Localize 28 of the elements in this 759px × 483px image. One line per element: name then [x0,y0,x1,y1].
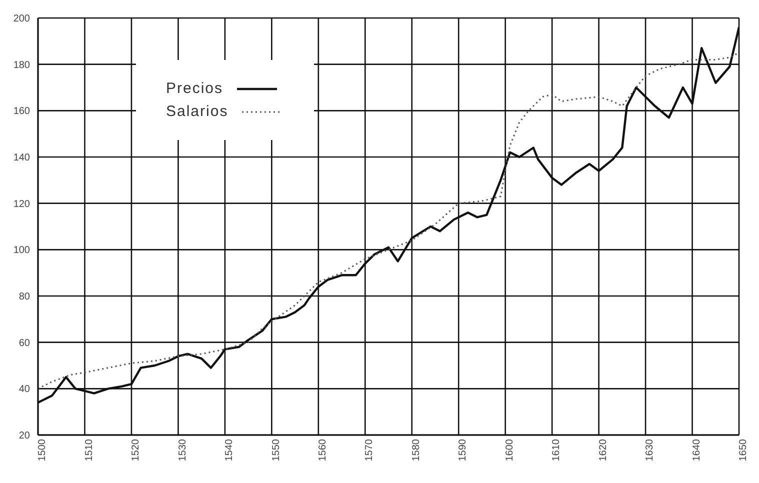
x-tick-label: 1620 [598,438,609,462]
x-tick-label: 1640 [691,438,702,462]
y-tick-label: 40 [18,384,30,396]
y-tick-label: 60 [18,338,30,349]
y-tick-label: 20 [18,430,30,442]
x-tick-label: 1630 [644,438,656,462]
legend-label: Precios [166,80,224,97]
x-tick-label: 1590 [458,438,469,462]
x-tick-label: 1540 [224,438,236,462]
x-tick-label: 1580 [410,438,422,462]
y-tick-label: 200 [13,14,30,25]
y-tick-label: 180 [13,60,30,71]
y-tick-label: 100 [13,245,30,256]
x-tick-label: 1570 [364,438,376,462]
x-tick-label: 1610 [551,438,562,462]
legend-label: Salarios [166,103,228,120]
x-tick-label: 1650 [738,438,750,462]
y-tick-label: 140 [13,152,30,164]
y-tick-label: 80 [18,292,30,303]
x-tick-label: 1550 [270,438,282,462]
x-tick-label: 1600 [504,438,516,462]
x-tick-label: 1520 [130,438,142,462]
y-tick-label: 120 [13,198,30,210]
y-tick-label: 160 [13,106,30,118]
x-tick-label: 1500 [37,438,48,462]
x-tick-label: 1560 [318,438,328,462]
x-tick-label: 1510 [84,438,95,462]
x-tick-label: 1530 [177,438,188,462]
